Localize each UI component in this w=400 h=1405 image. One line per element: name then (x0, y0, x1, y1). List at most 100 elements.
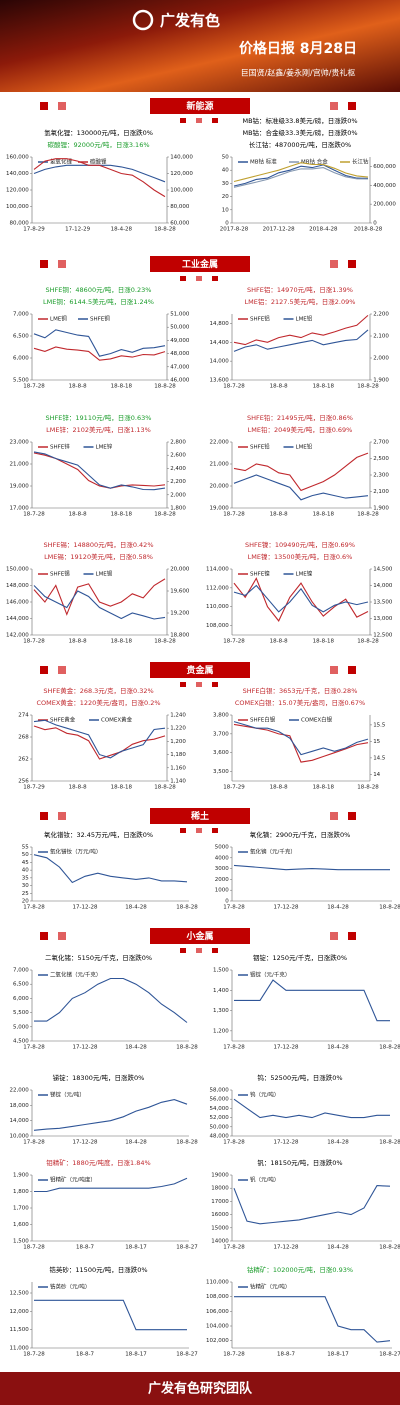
chart-caption: SHFE铝：14970元/吨，日涨1.39% (247, 285, 353, 294)
x-tick-label: 18-8-28 (154, 512, 176, 518)
y-tick-label: 20,000 (210, 484, 230, 490)
footer-background (0, 1372, 400, 1405)
y-tick-label: 19,200 (170, 611, 190, 617)
banner-deco (180, 276, 186, 281)
banner-deco (348, 932, 356, 940)
banner-deco (58, 102, 66, 110)
x-tick-label: 18-7-28 (223, 512, 245, 518)
x-tick-label: 18-8-18 (313, 639, 335, 645)
x-tick-label: 18-4-28 (327, 1245, 349, 1251)
chart-caption: LME铜：6144.5美元/吨，日涨1.24% (43, 297, 154, 306)
y-tick-label: 6,500 (13, 334, 29, 340)
y-tick-label: 60,000 (170, 221, 190, 227)
legend-label: 二氧化锗（元/千克） (50, 971, 101, 979)
y-tick-label: 19,600 (170, 589, 190, 595)
banner-deco (40, 812, 48, 820)
banner-deco (58, 260, 66, 268)
legend-label: SHFE白银 (250, 716, 276, 724)
legend-label: SHFE铜 (90, 315, 110, 323)
banner-deco (180, 118, 186, 123)
x-tick-label: 18-8-28 (379, 1045, 400, 1051)
x-tick-label: 18-4-28 (125, 1140, 147, 1146)
legend-label: 氧化镝（元/千克） (250, 848, 296, 856)
x-tick-label: 18-8-28 (154, 384, 176, 390)
y-tick-label: 30 (22, 883, 29, 889)
y-tick-label: 100,000 (170, 188, 193, 194)
y-tick-label: 1,200 (170, 739, 186, 745)
x-tick-label: 18-8-28 (154, 639, 176, 645)
banner-deco (196, 682, 202, 687)
y-tick-label: 16000 (211, 1212, 229, 1218)
y-tick-label: 140,000 (170, 155, 193, 161)
y-tick-label: 1,200 (213, 1028, 229, 1034)
banner-deco (196, 118, 202, 123)
chart-caption: 铟锭：1250元/千克，日涨跌0% (253, 953, 347, 962)
y-tick-label: 14.5 (373, 755, 386, 761)
x-tick-label: 18-8-28 (379, 1245, 400, 1251)
y-tick-label: 1,900 (13, 1173, 29, 1179)
x-tick-label: 18-8-18 (313, 512, 335, 518)
x-tick-label: 17-12-28 (73, 1140, 98, 1146)
series-line (33, 1099, 188, 1131)
banner-deco (58, 812, 66, 820)
banner-deco (212, 276, 218, 281)
y-tick-label: 1,240 (170, 713, 186, 719)
y-tick-label: 18000 (211, 1186, 229, 1192)
section-title: 小金属 (185, 930, 213, 942)
section-title: 工业金属 (182, 258, 218, 270)
y-tick-label: 6,000 (13, 996, 29, 1002)
x-tick-label: 18-8-8 (69, 639, 87, 645)
legend-label: COMEX白银 (301, 716, 333, 724)
x-tick-label: 18-8-27 (176, 1352, 198, 1358)
y-tick-label: 51,000 (170, 312, 190, 318)
y-tick-label: 112,000 (206, 585, 229, 591)
x-tick-label: 18-8-28 (176, 1045, 198, 1051)
y-tick-label: 22,000 (210, 440, 230, 446)
y-tick-label: 120,000 (6, 188, 29, 194)
series-line (233, 314, 369, 346)
y-tick-label: 47,000 (170, 364, 190, 370)
chart-caption: 锑锭：18300元/吨，日涨跌0% (53, 1073, 145, 1082)
series-line (34, 1299, 187, 1331)
x-tick-label: 18-7-29 (23, 785, 45, 791)
y-tick-label: 400,000 (373, 183, 396, 189)
x-tick-label: 18-8-27 (379, 1352, 400, 1358)
legend-label: SHFE铝 (250, 315, 270, 323)
y-tick-label: 256 (18, 779, 29, 785)
series-line (234, 1296, 391, 1343)
x-tick-label: 17-12-28 (274, 1245, 299, 1251)
y-tick-label: 1,500 (213, 968, 229, 974)
y-tick-label: 1,180 (170, 752, 186, 758)
y-tick-label: 600,000 (373, 164, 396, 170)
y-tick-label: 5000 (215, 845, 229, 851)
y-tick-label: 5,500 (13, 1010, 29, 1016)
y-tick-label: 12,500 (373, 633, 393, 639)
section-banner (150, 808, 250, 824)
y-tick-label: 54,000 (210, 1106, 230, 1112)
chart-caption: 钴精矿：102000元/吨，日涨0.93% (247, 1265, 353, 1274)
y-tick-label: 3,500 (213, 769, 229, 775)
y-tick-label: 18,000 (10, 1103, 30, 1109)
y-tick-label: 6,000 (13, 356, 29, 362)
y-tick-label: 150,000 (6, 567, 29, 573)
banner-deco (196, 828, 202, 833)
x-tick-label: 18-8-18 (313, 785, 335, 791)
y-tick-label: 146,000 (6, 600, 29, 606)
x-tick-label: 2018-8-28 (354, 227, 383, 233)
y-tick-label: 274 (18, 713, 29, 719)
x-tick-label: 17-12-28 (274, 1140, 299, 1146)
y-tick-label: 35 (22, 875, 29, 881)
x-tick-label: 18-8-8 (270, 384, 288, 390)
footer-text: 广发有色研究团队 (148, 1381, 253, 1397)
section-banner (150, 256, 250, 272)
y-tick-label: 14 (373, 772, 380, 778)
banner-deco (58, 932, 66, 940)
x-tick-label: 18-8-7 (76, 1245, 94, 1251)
y-tick-label: 14,500 (373, 567, 393, 573)
series-line (233, 584, 369, 613)
legend-label: LME铅 (296, 443, 313, 451)
y-tick-label: 13,600 (210, 378, 230, 384)
chart-caption: COMEX黄金：1220美元/盎司，日涨0.2% (36, 698, 160, 707)
x-tick-label: 18-7-28 (223, 1352, 245, 1358)
x-tick-label: 17-8-28 (223, 905, 245, 911)
